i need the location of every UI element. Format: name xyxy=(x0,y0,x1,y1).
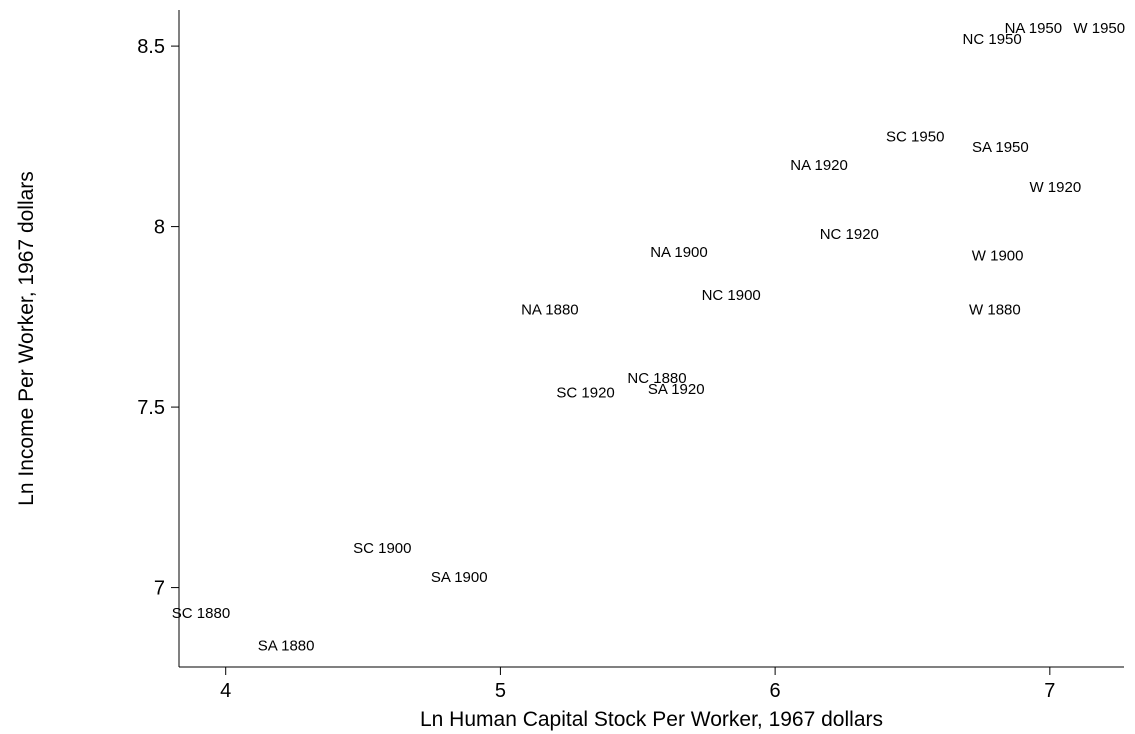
y-tick-label: 8 xyxy=(154,217,165,239)
data-point-label: NA 1900 xyxy=(650,244,708,261)
data-point-label: NA 1920 xyxy=(790,157,848,174)
data-point-label: SA 1920 xyxy=(648,381,705,398)
y-tick-label: 7 xyxy=(154,578,165,600)
x-tick-label: 6 xyxy=(770,680,781,702)
x-tick-label: 5 xyxy=(495,680,506,702)
data-point-label: SA 1880 xyxy=(258,637,315,654)
data-point-label: SC 1880 xyxy=(172,605,230,622)
data-point-label: NC 1880 xyxy=(627,370,686,387)
data-point-label: NA 1950 xyxy=(1005,20,1063,37)
data-point-label: SC 1920 xyxy=(556,385,614,402)
data-point-label: SA 1950 xyxy=(972,139,1029,156)
y-tick-label: 7.5 xyxy=(137,397,165,419)
data-point-label: W 1880 xyxy=(969,302,1021,319)
y-axis-ticks: 7 7.5 8 8.5 xyxy=(137,36,179,600)
data-point-label: NC 1920 xyxy=(820,226,879,243)
data-point-label: SC 1900 xyxy=(353,540,411,557)
data-point-label: W 1900 xyxy=(972,247,1024,264)
data-point-label: NA 1880 xyxy=(521,302,579,319)
data-point-labels: SC 1880 SA 1880 SC 1900 SA 1900 NA 1880 SC 19… xyxy=(172,20,1125,654)
data-point-label: NC 1950 xyxy=(963,31,1022,48)
x-tick-label: 4 xyxy=(220,680,231,702)
data-point-label: NC 1900 xyxy=(702,287,761,304)
y-tick-label: 8.5 xyxy=(137,36,165,58)
y-axis-title: Ln Income Per Worker, 1967 dollars xyxy=(15,171,38,506)
x-axis-ticks: 4 5 6 7 xyxy=(220,667,1055,702)
x-axis-title: Ln Human Capital Stock Per Worker, 1967 … xyxy=(420,708,883,731)
data-point-label: SA 1900 xyxy=(431,569,488,586)
data-point-label: W 1920 xyxy=(1029,179,1081,196)
data-point-label: SC 1950 xyxy=(886,128,944,145)
data-point-label: W 1950 xyxy=(1073,20,1125,37)
x-tick-label: 7 xyxy=(1044,680,1055,702)
